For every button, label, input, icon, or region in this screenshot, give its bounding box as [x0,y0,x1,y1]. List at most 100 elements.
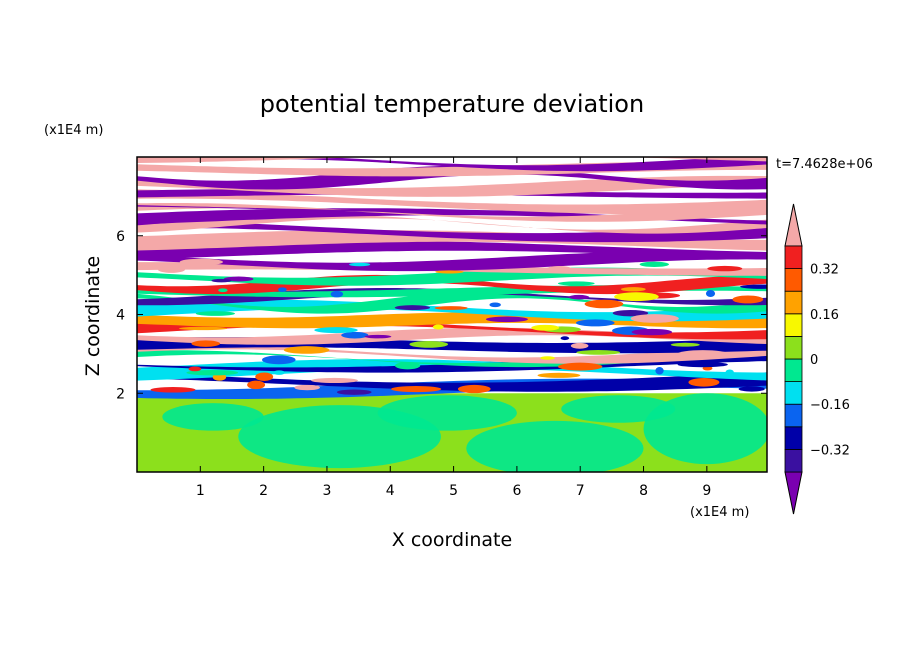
colorbar-tick-label: 0 [810,353,818,368]
eddy [273,370,285,375]
field-band [137,175,767,197]
x-tick-label: 5 [449,483,458,499]
field-band [137,291,767,314]
eddy [570,342,589,349]
eddy [639,261,670,268]
y-axis-label: Z coordinate [82,256,104,376]
colorbar-segment [784,245,803,270]
colorbar-segment [784,268,803,292]
eddy [283,346,330,354]
y-tick-label: 6 [116,229,125,245]
eddy [612,309,649,317]
x-tick-label: 9 [702,483,711,499]
eddy [738,386,765,392]
x-tick-label: 7 [576,483,585,499]
eddy [557,362,603,371]
colorbar: 0.32 0.16 0 −0.16 −0.32 [784,203,850,515]
eddy [247,380,266,390]
colorbar-segment [784,335,803,360]
field-band [137,299,767,322]
eddy [540,356,555,360]
eddy [211,278,232,283]
eddy [349,262,371,267]
neutral-blob [466,420,644,472]
eddy [186,370,239,376]
eddy [394,362,421,370]
plot-area [137,157,767,472]
eddy [311,377,359,384]
eddy [330,290,344,298]
eddy [191,340,221,347]
eddy [546,265,573,272]
eddy [457,384,491,394]
eddy [707,265,743,272]
neutral-blob [561,395,676,423]
colorbar-segment [784,403,803,428]
neutral-blob [162,403,264,431]
colorbar-extend-low [784,471,803,515]
x-tick-label: 2 [259,483,268,499]
eddy [725,369,734,375]
eddy [584,299,624,309]
eddy [688,377,720,387]
field-band [137,165,767,190]
eddy [255,372,274,381]
field-band [137,157,767,172]
field-band [137,230,767,251]
x-tick-label: 1 [196,483,205,499]
eddy [560,336,570,341]
eddy [432,324,444,330]
eddy [188,366,202,372]
colorbar-segment [784,448,803,473]
y-tick-label: 2 [116,386,125,402]
eddy [614,292,659,302]
x-tick-label: 6 [512,483,521,499]
eddy [409,340,449,348]
field-band [137,208,767,225]
field-band [137,359,767,381]
eddy [557,281,595,286]
eddy [218,288,228,293]
eddy [294,384,321,391]
eddy [631,328,673,336]
neutral-blob [377,395,517,431]
eddy [157,266,186,273]
x-tick-label: 3 [322,483,331,499]
colorbar-tick-label: −0.16 [810,398,850,413]
colorbar-segment [784,313,803,337]
colorbar-extend-high [784,203,803,247]
y-axis: 2 4 6 [116,229,767,402]
eddy [739,284,767,289]
eddy [732,295,764,304]
field-band [137,251,767,272]
eddy [179,258,224,266]
field-band [137,189,767,215]
eddy [568,294,590,300]
eddy [314,327,358,334]
eddy [576,350,621,355]
eddy [485,316,528,323]
x-tick-label: 8 [639,483,648,499]
eddy [178,326,228,331]
eddy [677,350,728,358]
eddy [278,287,287,292]
eddy [489,302,501,308]
eddy [394,305,431,311]
x-axis: 1 2 3 4 5 6 7 8 9 [196,157,711,499]
eddy [434,306,468,310]
eddy [336,389,372,395]
eddy [261,355,296,365]
y-tick-label: 4 [116,308,125,324]
x-unit-label: (x1E4 m) [690,505,749,520]
eddy [677,361,728,368]
colorbar-tick-label: 0.16 [810,308,839,323]
field-band [137,214,767,234]
eddy [435,270,464,274]
eddy [630,314,679,323]
field-band [137,372,767,392]
eddy [655,367,664,375]
field-band [137,203,767,222]
eddy [705,290,716,297]
field-band [137,219,767,243]
